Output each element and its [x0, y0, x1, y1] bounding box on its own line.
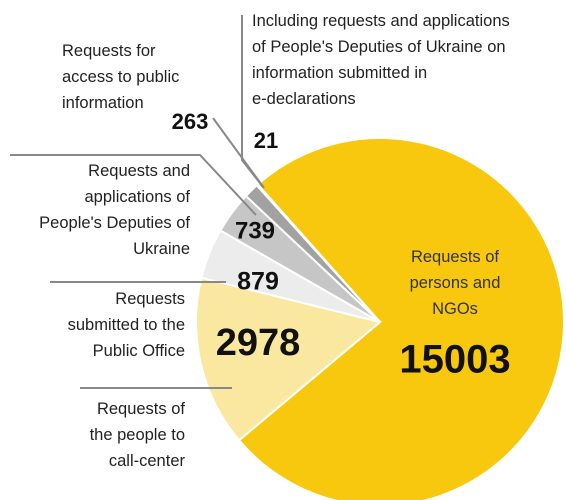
value-label: 263 [172, 109, 209, 134]
value-label: 21 [254, 128, 278, 153]
slice-label: Requests submitted to the Public Office [68, 290, 185, 360]
label-line: call-center [109, 452, 186, 470]
leader-line [10, 154, 257, 216]
slice-label: Requests of persons and NGOs [410, 248, 501, 318]
label-line: Requests and [88, 162, 190, 180]
label-line: Public Office [93, 342, 185, 360]
label-line: NGOs [432, 300, 478, 318]
leader-line [241, 15, 264, 188]
label-line: applications of [85, 188, 191, 206]
label-line: access to public [62, 68, 179, 86]
label-line: Requests of [411, 248, 499, 266]
slice-label: Requests of the people to call-center [90, 400, 186, 470]
slice-label: Requests and applications of People's Depu… [39, 162, 190, 258]
value-label: 739 [235, 217, 275, 244]
slice-label: Including requests and applications of Pe… [252, 12, 510, 108]
label-line: Requests for [62, 42, 156, 60]
pie-slice [255, 183, 381, 323]
pie-slice [195, 276, 383, 442]
slice-label: Requests for access to public information [62, 42, 179, 112]
value-label: 879 [237, 268, 279, 296]
label-line: of People's Deputies of Ukraine on [252, 38, 506, 56]
label-line: Requests [115, 290, 185, 308]
label-line: persons and [410, 274, 501, 292]
label-line: Ukraine [133, 240, 190, 258]
label-line: submitted to the [68, 316, 185, 334]
pie-slice [237, 137, 565, 500]
label-line: Requests of [97, 400, 185, 418]
label-line: the people to [90, 426, 185, 444]
label-line: information [62, 94, 144, 112]
label-line: People's Deputies of [39, 214, 190, 232]
value-label: 2978 [216, 322, 301, 364]
label-line: e-declarations [252, 90, 356, 108]
value-label: 15003 [399, 338, 510, 382]
label-line: information submitted in [252, 64, 427, 82]
label-line: Including requests and applications [252, 12, 510, 30]
